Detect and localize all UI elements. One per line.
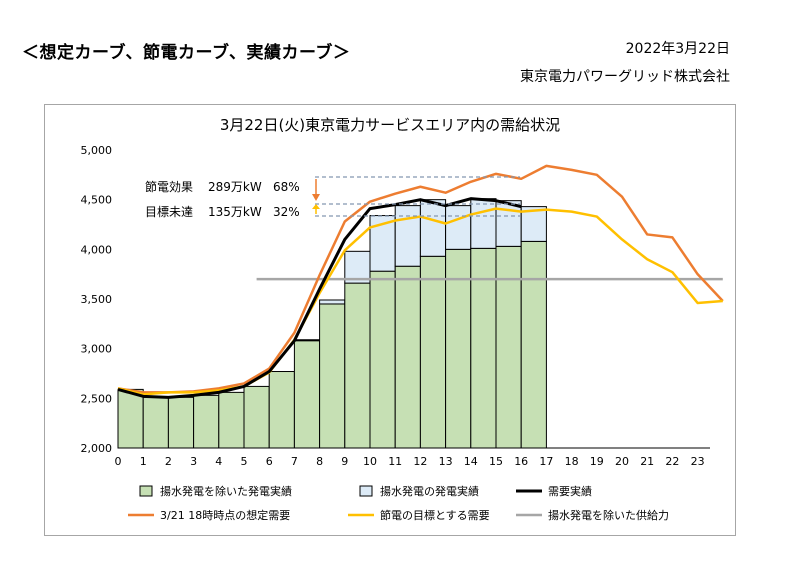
bar-generation (293, 340, 321, 449)
company-name: 東京電力パワーグリッド株式会社 (520, 69, 730, 85)
bar-pumped-storage (293, 339, 321, 342)
page-heading: ＜想定カーブ、節電カーブ、実績カーブ＞ (22, 43, 351, 63)
x-tick-label: 2 (165, 455, 172, 468)
bar-pumped-storage (319, 299, 346, 305)
bar-generation (193, 394, 220, 449)
bar-pumped-storage (344, 250, 371, 284)
bar-generation (495, 245, 522, 449)
x-tick-label: 14 (464, 455, 478, 468)
x-tick-label: 22 (665, 455, 679, 468)
x-tick-label: 11 (388, 455, 402, 468)
x-tick-label: 23 (691, 455, 705, 468)
bar-pumped-storage (419, 199, 447, 257)
arrow-saving-head (312, 194, 320, 201)
bar-generation (167, 396, 195, 449)
x-tick-label: 9 (341, 455, 348, 468)
x-tick-label: 21 (640, 455, 654, 468)
bar-pumped-storage (495, 200, 522, 247)
bar-generation (243, 385, 270, 449)
legend-pumped-swatch (359, 485, 373, 497)
report-date: 2022年3月22日 (625, 41, 730, 57)
bar-generation (117, 388, 144, 449)
bar-generation (419, 255, 447, 449)
legend-forecast: 3/21 18時時点の想定需要 (160, 508, 290, 522)
legend-actual-demand: 需要実績 (548, 484, 592, 498)
x-tick-label: 6 (266, 455, 273, 468)
legend-generation-swatch (139, 485, 153, 497)
x-tick-label: 18 (565, 455, 579, 468)
x-tick-label: 8 (316, 455, 323, 468)
x-tick-label: 13 (439, 455, 453, 468)
annotation-label: 節電効果 (145, 179, 193, 194)
bar-pumped-storage (394, 205, 421, 267)
y-tick-label: 4,000 (81, 243, 113, 256)
x-tick-label: 19 (590, 455, 604, 468)
x-tick-label: 3 (190, 455, 197, 468)
annotation-amount: 289万kW (208, 180, 262, 194)
x-tick-label: 20 (615, 455, 629, 468)
y-tick-label: 3,000 (81, 343, 113, 356)
x-tick-label: 15 (489, 455, 503, 468)
y-tick-label: 2,500 (81, 392, 113, 405)
bar-generation (268, 371, 295, 449)
line-forecast (117, 164, 724, 394)
bar-generation (319, 303, 346, 449)
y-tick-label: 4,500 (81, 194, 113, 207)
bar-pumped-storage (470, 198, 497, 249)
bar-generation (394, 265, 421, 449)
x-tick-label: 12 (413, 455, 427, 468)
line-actual-demand (117, 197, 522, 399)
chart-title: 3月22日(火)東京電力サービスエリア内の需給状況 (220, 116, 560, 134)
x-tick-label: 17 (539, 455, 553, 468)
x-tick-label: 5 (241, 455, 248, 468)
x-tick-label: 16 (514, 455, 528, 468)
y-tick-label: 2,000 (81, 442, 113, 455)
annotation-percent: 68% (273, 180, 300, 194)
x-tick-label: 4 (215, 455, 222, 468)
annotation-percent: 32% (273, 205, 300, 219)
y-tick-label: 3,500 (81, 293, 113, 306)
legend-pumped: 揚水発電の発電実績 (380, 484, 479, 498)
legend-target: 節電の目標とする需要 (380, 508, 490, 522)
bar-generation (218, 391, 245, 449)
annotation-amount: 135万kW (208, 205, 262, 219)
annotation-label: 目標未達 (145, 205, 193, 219)
chart-frame: 3月22日(火)東京電力サービスエリア内の需給状況 2,000 2,500 3,000… (44, 104, 736, 536)
supply-demand-chart: 3月22日(火)東京電力サービスエリア内の需給状況 2,000 2,500 3,000… (81, 116, 724, 522)
bar-generation (344, 282, 371, 449)
legend-supply-capacity: 揚水発電を除いた供給力 (548, 508, 669, 522)
x-tick-label: 0 (115, 455, 122, 468)
bar-generation (369, 270, 396, 449)
y-tick-label: 5,000 (81, 144, 113, 157)
bar-pumped-storage (445, 205, 472, 250)
arrow-shortfall-head (312, 204, 320, 209)
legend-generation: 揚水発電を除いた発電実績 (160, 484, 292, 498)
x-tick-label: 10 (363, 455, 377, 468)
bar-generation (520, 240, 547, 449)
bar-generation (142, 396, 169, 449)
x-tick-label: 1 (140, 455, 147, 468)
x-tick-label: 7 (291, 455, 298, 468)
